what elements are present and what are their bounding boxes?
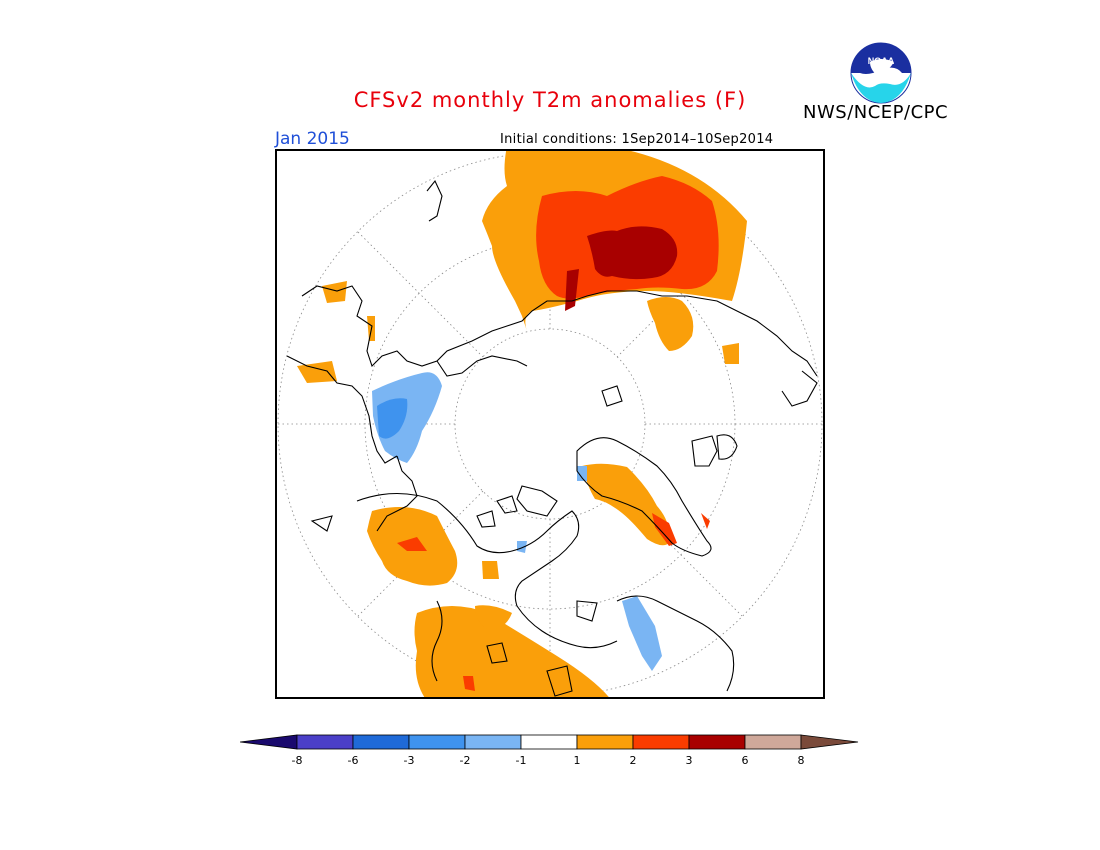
- colorbar-labels: -8 -6 -3 -2 -1 1 2 3 6 8: [292, 754, 805, 767]
- colorbar-bin: [296, 734, 354, 750]
- anomaly-cool: [372, 372, 662, 671]
- colorbar-label: 6: [742, 754, 749, 767]
- colorbar-label: -2: [460, 754, 471, 767]
- polar-map: [275, 149, 825, 699]
- colorbar-bins: [240, 734, 859, 750]
- map-title: CFSv2 monthly T2m anomalies (F): [353, 88, 747, 112]
- graticule: [277, 151, 823, 697]
- anomaly-americas: [297, 281, 710, 697]
- colorbar-bin: [520, 734, 578, 750]
- colorbar-bin: [744, 734, 802, 750]
- colorbar: -8 -6 -3 -2 -1 1 2 3 6 8: [240, 734, 859, 767]
- colorbar-label: 3: [686, 754, 693, 767]
- colorbar-label: 1: [574, 754, 581, 767]
- colorbar-label: 2: [630, 754, 637, 767]
- initial-conditions-label: Initial conditions: 1Sep2014–10Sep2014: [500, 132, 774, 147]
- colorbar-bin: [352, 734, 410, 750]
- coastlines: [286, 179, 818, 697]
- anomaly-siberia: [482, 151, 747, 364]
- colorbar-bin: [576, 734, 634, 750]
- colorbar-label: -3: [404, 754, 415, 767]
- forecast-period: Jan 2015: [275, 129, 350, 149]
- noaa-logo: NOAA: [850, 42, 912, 104]
- colorbar-bin: [408, 734, 466, 750]
- org-label: NWS/NCEP/CPC: [803, 102, 949, 123]
- colorbar-label: 8: [798, 754, 805, 767]
- colorbar-bin: [632, 734, 690, 750]
- colorbar-bin: [240, 734, 298, 750]
- colorbar-label: -6: [348, 754, 359, 767]
- colorbar-bin: [688, 734, 746, 750]
- colorbar-label: -1: [516, 754, 527, 767]
- colorbar-label: -8: [292, 754, 303, 767]
- colorbar-bin: [800, 734, 859, 750]
- noaa-logo-text: NOAA: [868, 56, 895, 66]
- polar-map-canvas: [277, 151, 823, 697]
- colorbar-bin: [464, 734, 522, 750]
